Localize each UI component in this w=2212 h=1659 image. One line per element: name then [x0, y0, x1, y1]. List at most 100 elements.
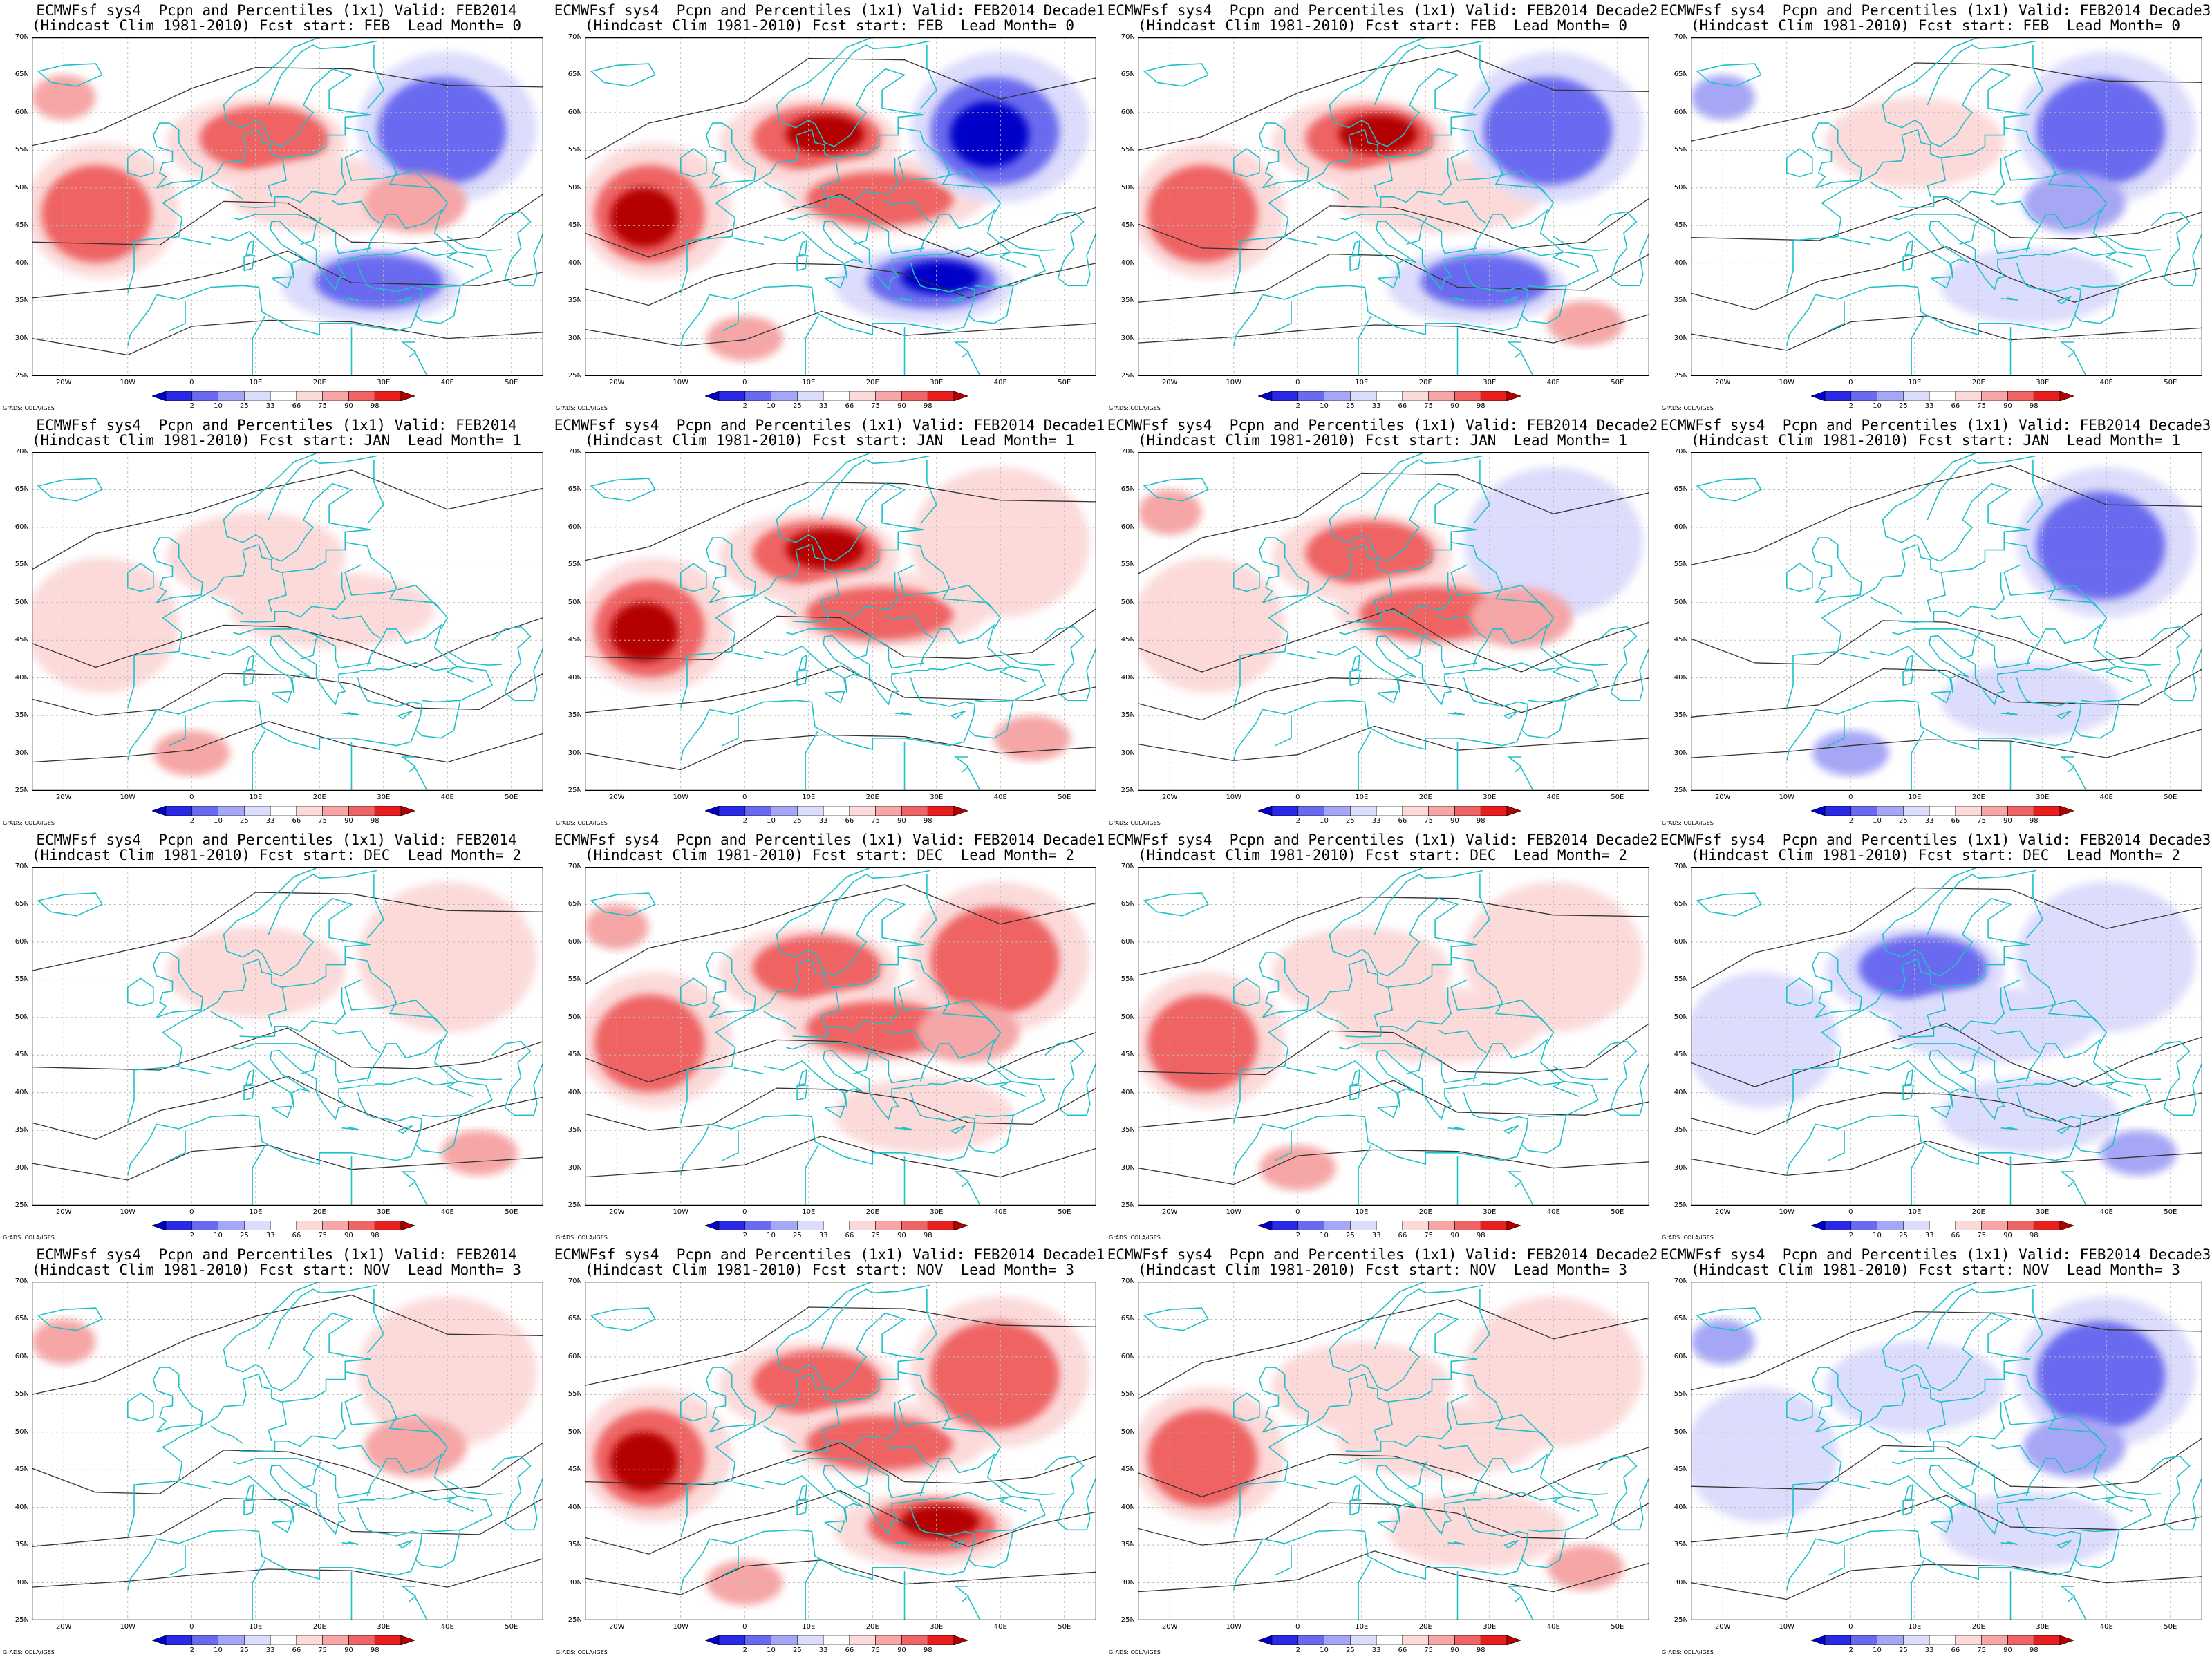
colorbar-swatch — [1811, 391, 1826, 401]
lat-label: 60N — [15, 937, 29, 946]
colorbar-label: 90 — [897, 402, 906, 410]
lat-label: 70N — [1674, 33, 1688, 41]
anomaly-region — [1825, 97, 2005, 188]
map-frame — [1138, 37, 1649, 376]
lat-label: 35N — [1121, 1126, 1135, 1134]
colorbar-swatch — [1929, 391, 1956, 401]
colorbar-label: 98 — [2029, 1647, 2038, 1654]
contour-lines — [585, 481, 1096, 771]
anomaly-region — [610, 602, 678, 662]
anomaly-region — [785, 114, 865, 155]
colorbar — [1258, 1221, 1521, 1230]
colorbar-swatch — [953, 1635, 968, 1645]
colorbar — [1258, 1635, 1521, 1645]
colorbar-label: 90 — [2003, 402, 2012, 410]
contour-lines — [32, 1294, 543, 1588]
graticule — [1138, 867, 1649, 1206]
map-area — [585, 37, 1096, 376]
colorbar-swatch — [1324, 391, 1351, 401]
lon-label: 10E — [1355, 1623, 1369, 1631]
anomaly-region — [901, 261, 980, 294]
lat-label: 55N — [15, 1390, 29, 1398]
lat-label: 30N — [1121, 1163, 1135, 1172]
map-panel: ECMWFsf sys4 Pcpn and Percentiles (1x1) … — [1106, 415, 1659, 830]
lon-label: 20W — [608, 1208, 625, 1216]
lon-label: 10W — [120, 1208, 136, 1216]
colorbar-swatch — [823, 806, 850, 816]
colorbar-label: 33 — [1371, 817, 1381, 825]
lon-label: 40E — [1546, 1208, 1560, 1216]
lat-label: 55N — [15, 975, 29, 984]
lat-label: 65N — [1674, 1315, 1688, 1323]
anomaly-region — [917, 1002, 1020, 1063]
colorbar-swatch — [244, 806, 271, 816]
colorbar-swatch — [165, 391, 193, 401]
lat-label: 45N — [1674, 1051, 1688, 1059]
colorbar-label: 98 — [1476, 817, 1485, 825]
colorbar-swatch — [1428, 1221, 1455, 1230]
lat-label: 50N — [15, 1427, 29, 1436]
lat-label: 25N — [15, 372, 29, 379]
coastlines — [590, 37, 1096, 376]
colorbar-swatch — [400, 1635, 415, 1645]
coastlines — [1696, 867, 2202, 1206]
colorbar-label: 10 — [214, 402, 223, 410]
colorbar-swatch — [705, 391, 720, 401]
colorbar-swatch — [1850, 806, 1877, 816]
colorbar-swatch — [1428, 1635, 1455, 1645]
grads-credit: GrADS: COLA/IGES — [556, 1649, 608, 1656]
anomaly-region — [806, 586, 954, 641]
contour-lines — [1691, 1311, 2202, 1600]
lat-label: 65N — [568, 1315, 582, 1323]
lat-label: 55N — [1674, 146, 1688, 154]
colorbar-label: 10 — [767, 817, 776, 825]
colorbar-label: 98 — [370, 1647, 379, 1654]
colorbar-label: 2 — [189, 817, 194, 825]
colorbar-label: 25 — [1345, 1647, 1355, 1654]
lon-label: 50E — [1058, 1623, 1071, 1631]
colorbar-swatch — [400, 806, 415, 816]
colorbar-label: 33 — [1924, 402, 1934, 410]
lat-label: 30N — [15, 749, 29, 757]
map-frame — [1691, 37, 2202, 376]
colorbar-swatch — [1877, 1635, 1904, 1645]
lat-label: 30N — [1674, 334, 1688, 342]
colorbar-swatch — [322, 806, 349, 816]
colorbar-swatch — [744, 806, 771, 816]
anomaly-region — [2100, 1130, 2177, 1176]
lon-label: 0 — [1295, 794, 1300, 801]
lat-label: 35N — [15, 1541, 29, 1549]
colorbar-label: 33 — [818, 817, 828, 825]
panel-title: ECMWFsf sys4 Pcpn and Percentiles (1x1) … — [1107, 832, 1658, 848]
colorbar — [152, 391, 415, 401]
lat-label: 45N — [568, 1465, 582, 1474]
colorbar-label: 98 — [923, 1647, 932, 1654]
colorbar-label: 75 — [1424, 1647, 1434, 1654]
lat-label: 30N — [15, 1578, 29, 1586]
anomaly-region — [32, 75, 96, 120]
colorbar-label: 33 — [1371, 1232, 1381, 1239]
lon-label: 20E — [312, 794, 326, 801]
colorbar-label: 75 — [871, 817, 881, 825]
colorbar-swatch — [165, 806, 193, 816]
graticule — [32, 37, 543, 376]
map-svg — [1138, 37, 1649, 376]
map-svg — [1691, 867, 2202, 1206]
colorbar-swatch — [1271, 1635, 1299, 1645]
lat-label: 60N — [1121, 1352, 1135, 1360]
lat-label: 25N — [1674, 1201, 1688, 1209]
colorbar-swatch — [744, 1635, 771, 1645]
lon-label: 0 — [189, 379, 194, 386]
colorbar-swatch — [2033, 1635, 2061, 1645]
colorbar-swatch — [927, 806, 955, 816]
colorbar-label: 2 — [1848, 817, 1853, 825]
lat-label: 40N — [568, 1503, 582, 1511]
colorbar-label: 75 — [1424, 1232, 1434, 1239]
colorbar-label: 75 — [318, 1232, 328, 1239]
colorbar — [1811, 391, 2074, 401]
lat-label: 40N — [1121, 1503, 1135, 1511]
colorbar-swatch — [270, 391, 297, 401]
panel-subtitle: (Hindcast Clim 1981-2010) Fcst start: JA… — [584, 432, 1074, 449]
lon-label: 10E — [802, 379, 816, 386]
coastlines — [37, 867, 543, 1206]
